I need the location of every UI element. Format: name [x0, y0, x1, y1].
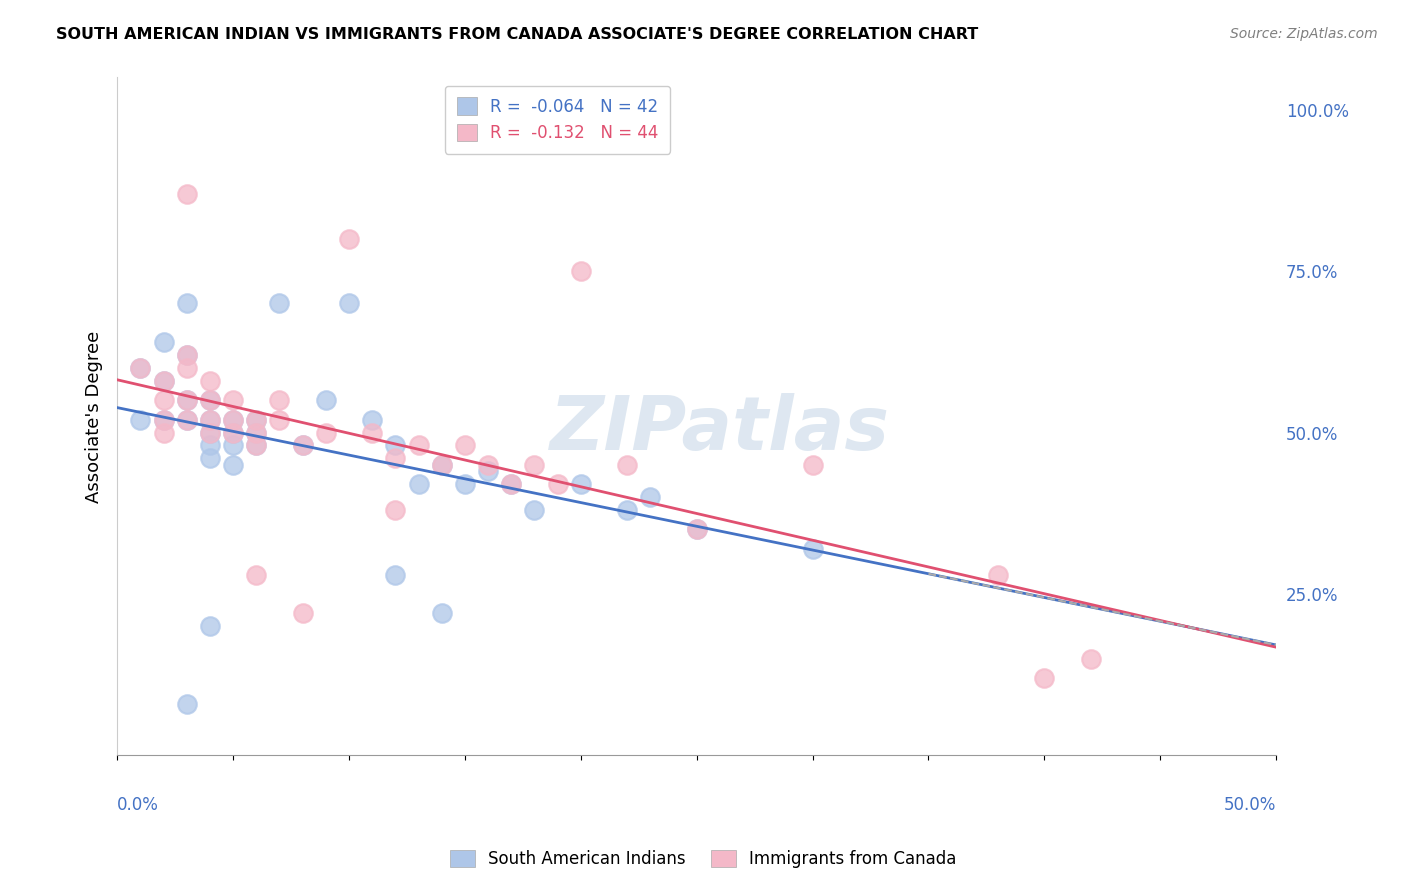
Point [501, 477, 523, 491]
Point [222, 425, 245, 440]
Point [198, 425, 221, 440]
Point [269, 296, 291, 310]
Point [384, 567, 406, 582]
Point [454, 477, 477, 491]
Point [616, 458, 638, 472]
Point [152, 374, 174, 388]
Point [315, 425, 337, 440]
Point [198, 412, 221, 426]
Point [384, 503, 406, 517]
Text: 50.0%: 50.0% [1223, 796, 1277, 814]
Point [291, 438, 314, 452]
Point [523, 458, 546, 472]
Point [337, 296, 360, 310]
Text: Source: ZipAtlas.com: Source: ZipAtlas.com [1230, 27, 1378, 41]
Point [337, 232, 360, 246]
Point [176, 296, 198, 310]
Point [152, 425, 174, 440]
Point [523, 503, 546, 517]
Point [269, 393, 291, 408]
Point [430, 458, 453, 472]
Point [198, 438, 221, 452]
Point [152, 412, 174, 426]
Point [129, 361, 152, 376]
Point [198, 374, 221, 388]
Point [361, 412, 384, 426]
Point [408, 438, 430, 452]
Point [547, 477, 569, 491]
Text: SOUTH AMERICAN INDIAN VS IMMIGRANTS FROM CANADA ASSOCIATE'S DEGREE CORRELATION C: SOUTH AMERICAN INDIAN VS IMMIGRANTS FROM… [56, 27, 979, 42]
Point [245, 412, 267, 426]
Point [222, 412, 245, 426]
Point [685, 522, 707, 536]
Point [685, 522, 707, 536]
Point [176, 697, 198, 711]
Point [152, 374, 174, 388]
Point [477, 464, 499, 478]
Point [222, 458, 245, 472]
Point [245, 412, 267, 426]
Point [430, 458, 453, 472]
Point [245, 438, 267, 452]
Point [129, 412, 152, 426]
Point [176, 348, 198, 362]
Point [291, 607, 314, 621]
Point [384, 451, 406, 466]
Point [176, 393, 198, 408]
Point [152, 335, 174, 350]
Point [1080, 651, 1102, 665]
Point [1033, 671, 1056, 685]
Point [222, 425, 245, 440]
Point [176, 393, 198, 408]
Point [222, 412, 245, 426]
Point [152, 412, 174, 426]
Point [198, 393, 221, 408]
Point [198, 425, 221, 440]
Point [569, 477, 592, 491]
Point [222, 393, 245, 408]
Point [569, 264, 592, 278]
Point [152, 393, 174, 408]
Point [176, 361, 198, 376]
Y-axis label: Associate's Degree: Associate's Degree [86, 330, 103, 502]
Point [176, 412, 198, 426]
Point [245, 438, 267, 452]
Point [245, 567, 267, 582]
Point [616, 503, 638, 517]
Point [176, 348, 198, 362]
Point [408, 477, 430, 491]
Point [176, 412, 198, 426]
Point [198, 412, 221, 426]
Point [501, 477, 523, 491]
Point [384, 438, 406, 452]
Point [129, 361, 152, 376]
Point [640, 490, 662, 504]
Point [315, 393, 337, 408]
Point [198, 393, 221, 408]
Point [176, 186, 198, 201]
Text: 0.0%: 0.0% [117, 796, 159, 814]
Point [245, 425, 267, 440]
Legend: South American Indians, Immigrants from Canada: South American Indians, Immigrants from … [443, 843, 963, 875]
Text: ZIPatlas: ZIPatlas [550, 393, 890, 467]
Point [245, 425, 267, 440]
Point [269, 412, 291, 426]
Point [430, 607, 453, 621]
Point [222, 438, 245, 452]
Point [198, 451, 221, 466]
Legend: R =  -0.064   N = 42, R =  -0.132   N = 44: R = -0.064 N = 42, R = -0.132 N = 44 [446, 86, 671, 153]
Point [361, 425, 384, 440]
Point [477, 458, 499, 472]
Point [454, 438, 477, 452]
Point [987, 567, 1010, 582]
Point [198, 619, 221, 633]
Point [801, 458, 824, 472]
Point [801, 541, 824, 556]
Point [291, 438, 314, 452]
